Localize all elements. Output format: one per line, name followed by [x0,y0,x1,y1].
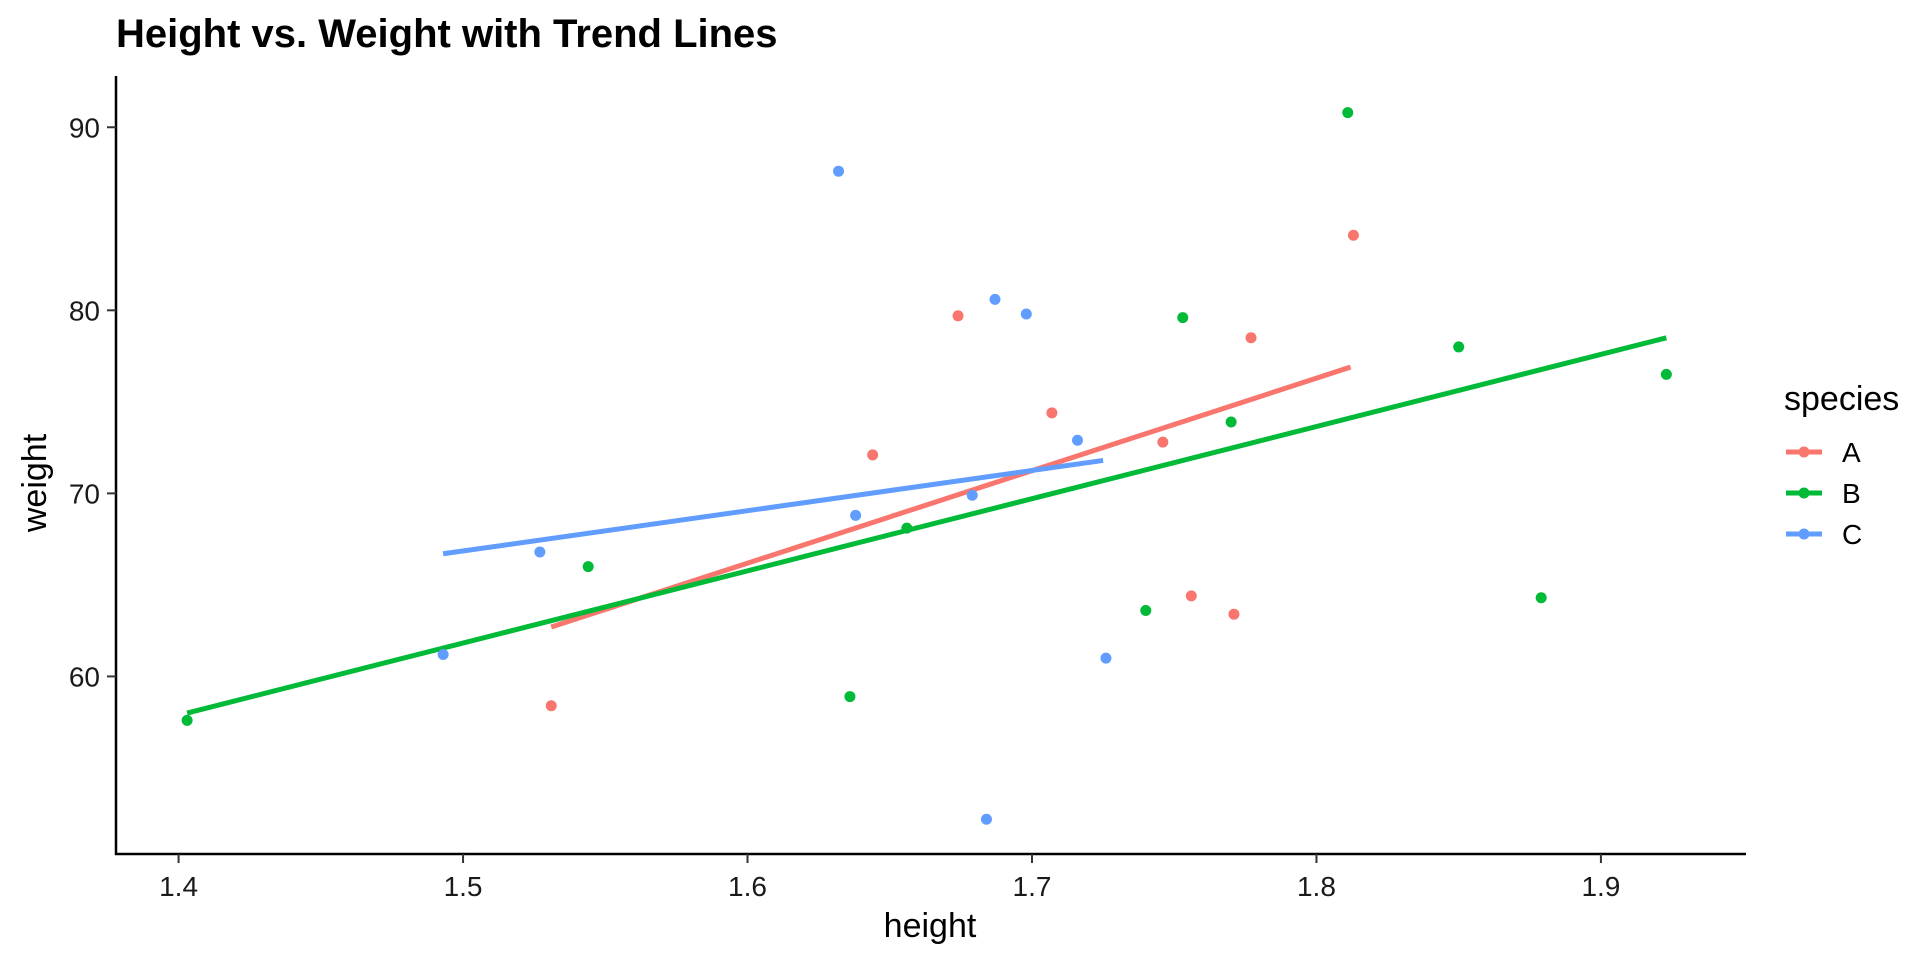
legend-title: species [1784,380,1899,418]
data-point-b [181,714,193,726]
trend-line-c [442,457,1104,557]
y-tick-label: 70 [69,478,100,509]
data-point-b [582,561,594,573]
data-point-a [1185,590,1197,602]
data-point-c [850,509,862,521]
data-point-b [1660,368,1672,380]
data-point-c [833,165,845,177]
legend: species ABC [1784,380,1899,550]
trend-lines [186,335,1667,716]
legend-label: C [1842,519,1862,550]
axes: 1.4 1.5 1.6 1.7 1.8 1.9 60 70 80 90 [69,76,1746,902]
data-point-b [1177,312,1189,324]
data-point-c [989,293,1001,305]
legend-item-b: B [1786,478,1861,509]
y-tick-label: 80 [69,295,100,326]
trend-line-b [186,335,1667,716]
legend-item-a: A [1786,437,1861,468]
y-axis-title: weight [16,433,54,533]
data-point-c [1100,652,1112,664]
data-point-a [1046,407,1058,419]
data-point-b [1342,107,1354,119]
data-point-c [534,546,546,558]
data-point-c [966,489,978,501]
trend-line-a [550,364,1352,630]
legend-label: B [1842,478,1861,509]
chart-title: Height vs. Weight with Trend Lines [116,12,778,56]
data-point-c [1072,434,1084,446]
data-point-a [1228,608,1240,620]
y-tick-label: 90 [69,112,100,143]
data-point-b [1140,605,1152,617]
data-point-b [1453,341,1465,353]
data-point-b [901,522,913,534]
x-tick-label: 1.4 [159,871,198,902]
y-tick-label: 60 [69,661,100,692]
data-point-c [1020,308,1032,320]
data-point-b [1535,592,1547,604]
data-point-a [867,449,879,461]
x-tick-label: 1.7 [1013,871,1052,902]
data-point-a [545,700,557,712]
legend-item-c: C [1786,519,1862,550]
x-tick-label: 1.6 [728,871,767,902]
data-point-a [1347,229,1359,241]
data-point-c [437,648,449,660]
legend-key-point [1798,528,1810,540]
data-point-b [1225,416,1237,428]
legend-key-point [1798,446,1810,458]
x-axis-title: height [884,907,977,945]
x-tick-label: 1.9 [1581,871,1620,902]
x-tick-label: 1.5 [444,871,483,902]
data-point-a [1245,332,1257,344]
x-tick-label: 1.8 [1297,871,1336,902]
data-point-a [952,310,964,322]
data-point-c [980,813,992,825]
data-points [181,107,1672,825]
data-point-b [844,691,856,703]
legend-label: A [1842,437,1861,468]
legend-key-point [1798,487,1810,499]
data-point-a [1157,436,1169,448]
